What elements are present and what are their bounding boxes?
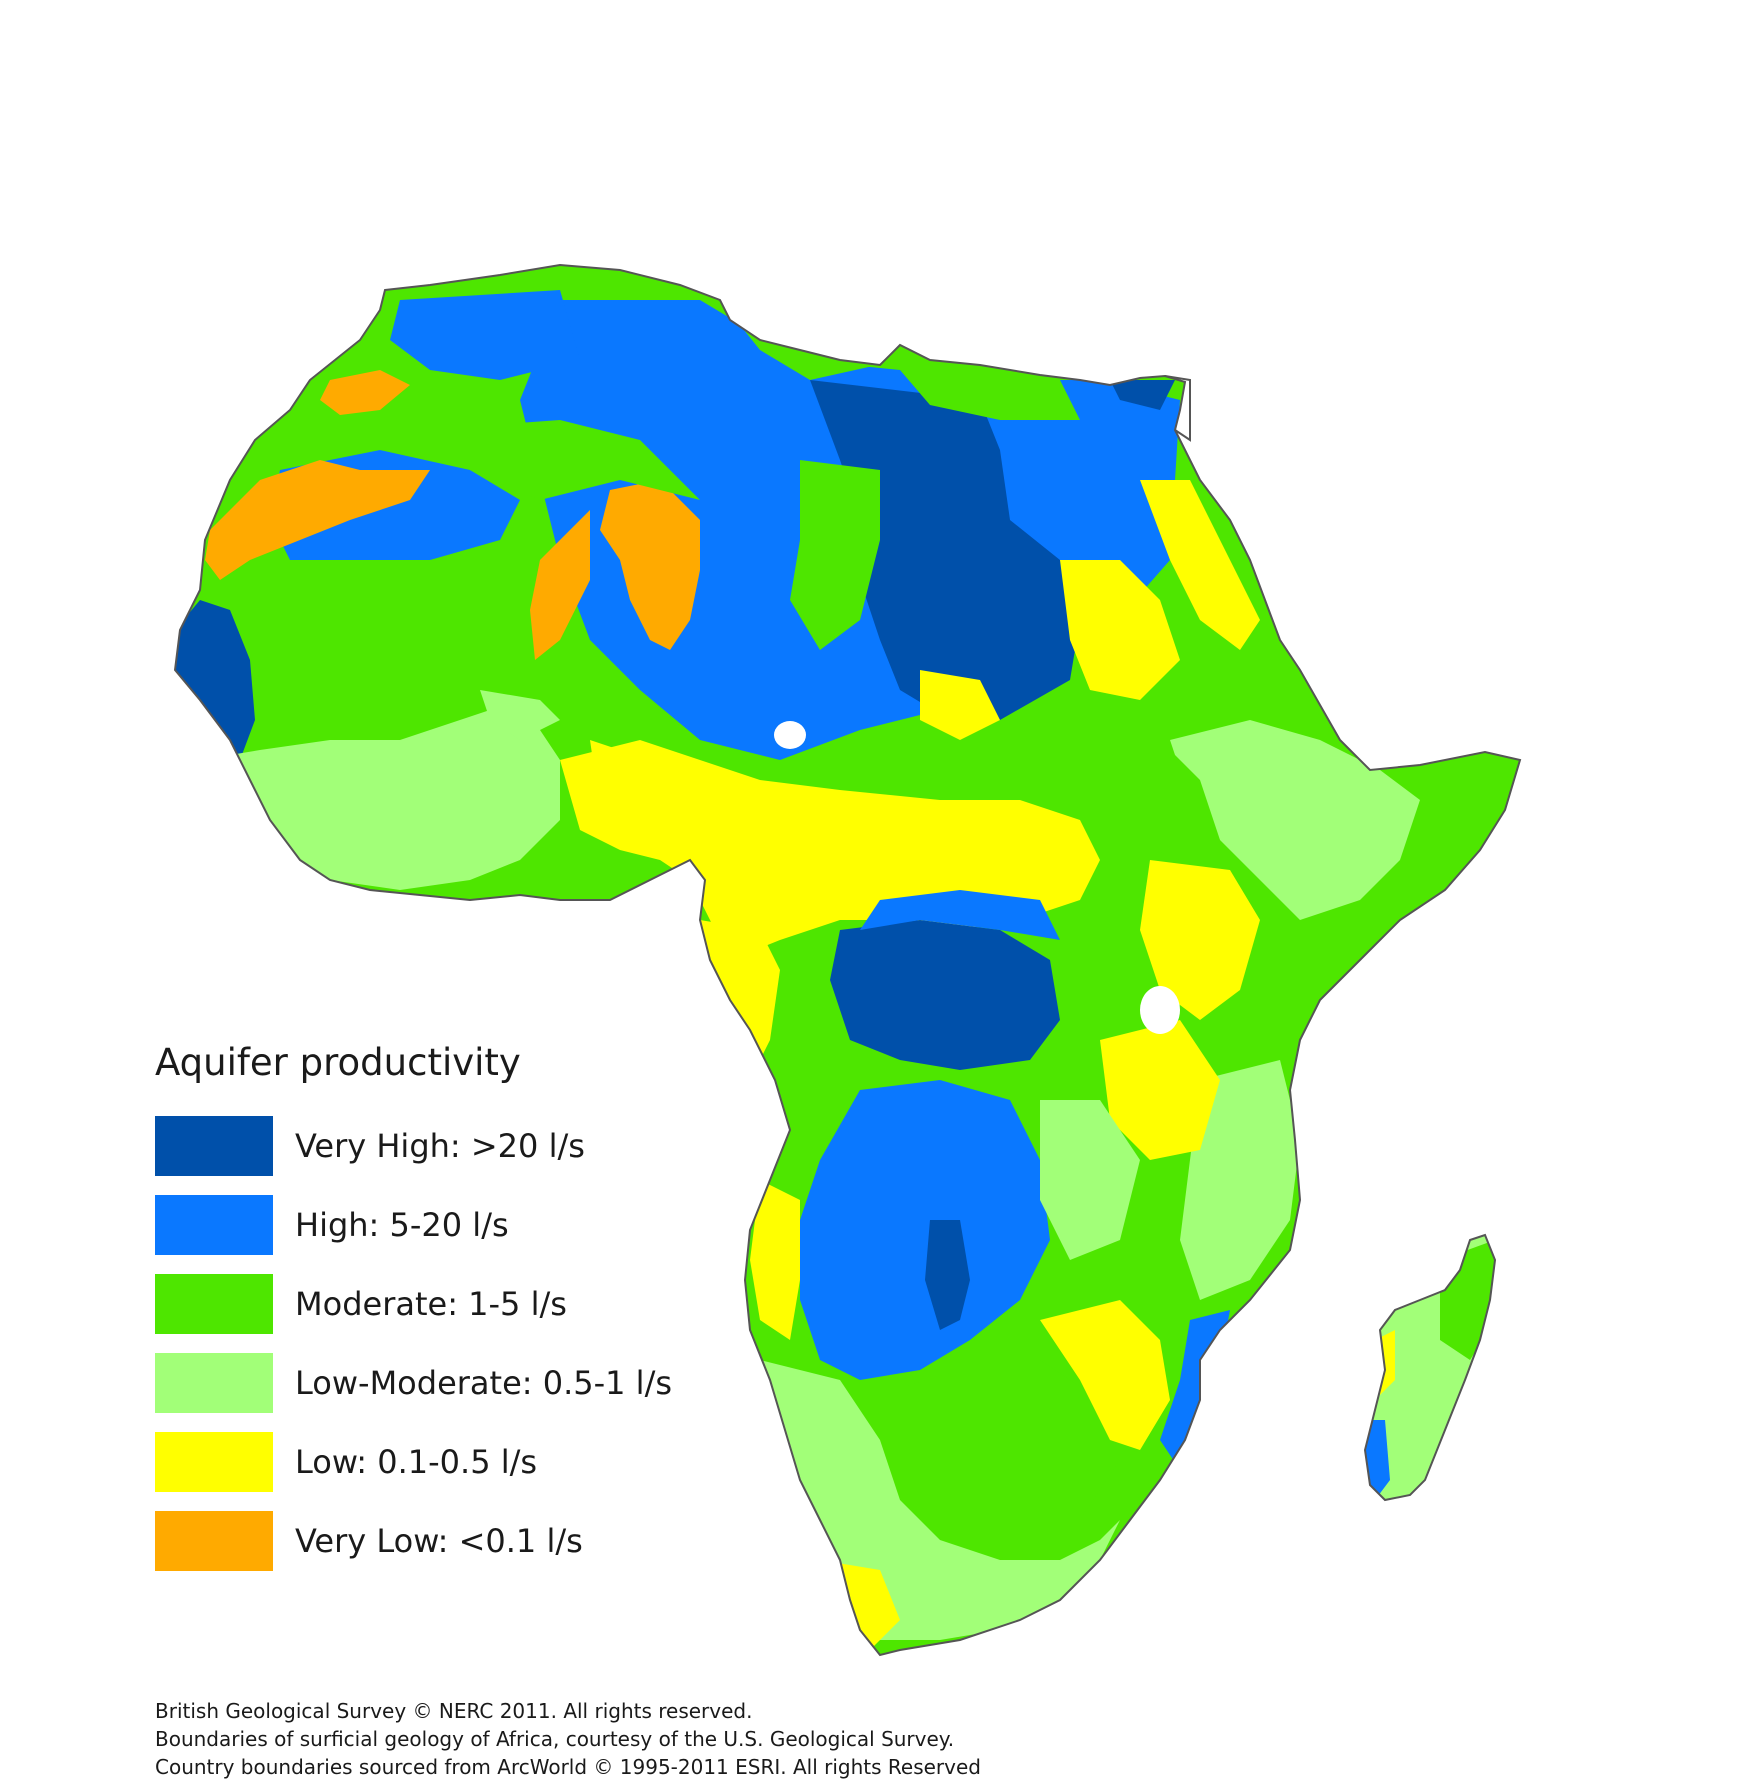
credits: British Geological Survey © NERC 2011. A… [155, 1697, 981, 1781]
legend-items: Very High: >20 l/s High: 5-20 l/s Moderate… [155, 1116, 715, 1571]
credit-line-esri: Country boundaries sourced from ArcWorld… [155, 1755, 981, 1779]
credit-line-bgs: British Geological Survey © NERC 2011. A… [155, 1699, 753, 1723]
map-legend: Aquifer productivity Very High: >20 l/s H… [155, 1040, 715, 1590]
credit-line-usgs: Boundaries of surficial geology of Afric… [155, 1727, 955, 1751]
legend-item: Very Low: <0.1 l/s [155, 1511, 715, 1571]
legend-label: Moderate: 1-5 l/s [295, 1285, 567, 1323]
legend-swatch [155, 1274, 273, 1334]
legend-label: Very Low: <0.1 l/s [295, 1522, 583, 1560]
legend-item: Very High: >20 l/s [155, 1116, 715, 1176]
legend-label: Low-Moderate: 0.5-1 l/s [295, 1364, 673, 1402]
legend-item: High: 5-20 l/s [155, 1195, 715, 1255]
legend-label: High: 5-20 l/s [295, 1206, 509, 1244]
legend-item: Low: 0.1-0.5 l/s [155, 1432, 715, 1492]
legend-item: Low-Moderate: 0.5-1 l/s [155, 1353, 715, 1413]
legend-swatch [155, 1353, 273, 1413]
legend-label: Very High: >20 l/s [295, 1127, 585, 1165]
legend-label: Low: 0.1-0.5 l/s [295, 1443, 538, 1481]
legend-swatch [155, 1195, 273, 1255]
legend-swatch [155, 1116, 273, 1176]
legend-swatch [155, 1511, 273, 1571]
legend-item: Moderate: 1-5 l/s [155, 1274, 715, 1334]
legend-swatch [155, 1432, 273, 1492]
legend-title: Aquifer productivity [155, 1041, 521, 1084]
